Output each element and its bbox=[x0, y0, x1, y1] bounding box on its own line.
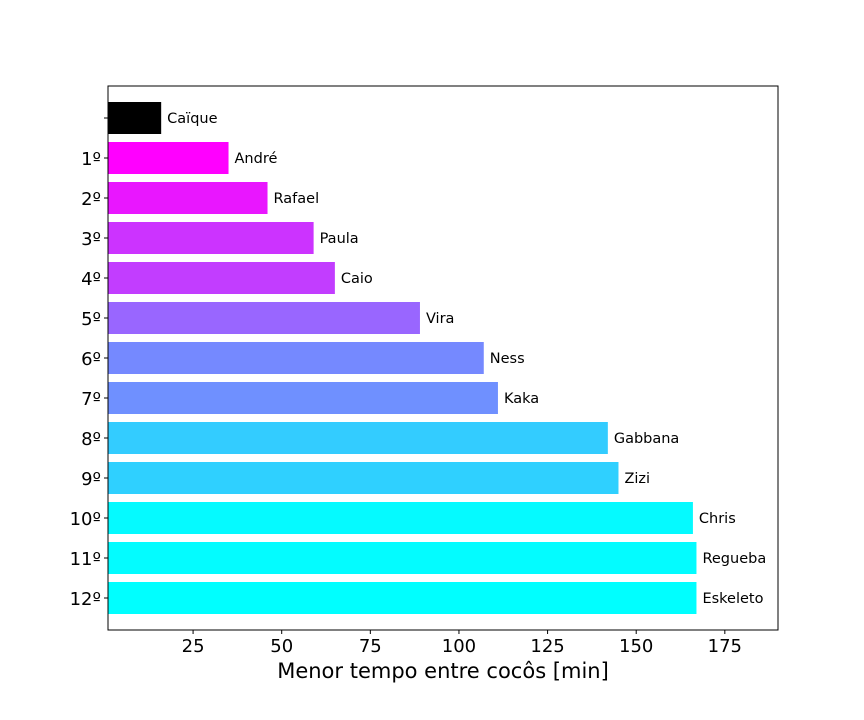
bar-label: Ness bbox=[490, 351, 525, 367]
y-tick-label: 10º bbox=[70, 509, 101, 530]
y-tick-label: 9º bbox=[81, 469, 101, 490]
x-tick-label: 150 bbox=[619, 636, 653, 657]
y-tick-label: 5º bbox=[81, 309, 101, 330]
bar-label: André bbox=[235, 151, 278, 167]
bar bbox=[108, 422, 608, 454]
bar-labels-layer: Caïque André Rafael Paula Caio Vira Ness Kaka Ga… bbox=[167, 111, 766, 607]
bar-label: Zizi bbox=[624, 471, 650, 487]
y-tick-label: 8º bbox=[81, 429, 101, 450]
plot-frame bbox=[107, 85, 779, 631]
bar bbox=[108, 582, 697, 614]
y-axis-ticks: 1º 2º 3º 4º 5º 6º 7º 8º 9º 10º 11º 12º bbox=[70, 117, 108, 610]
bar bbox=[108, 102, 162, 134]
bar-label: Kaka bbox=[504, 391, 539, 407]
bar-label: Caïque bbox=[167, 111, 217, 127]
y-tick-label: 11º bbox=[70, 549, 101, 570]
y-tick-label: 1º bbox=[81, 149, 101, 170]
x-axis-title: Menor tempo entre cocôs [min] bbox=[277, 659, 609, 683]
bar bbox=[108, 262, 335, 294]
bar-label: Caio bbox=[341, 271, 373, 287]
bar bbox=[108, 342, 484, 374]
bar bbox=[108, 382, 498, 414]
y-tick-label: 7º bbox=[81, 389, 101, 410]
y-tick-label: 12º bbox=[70, 589, 101, 610]
y-tick-label: 2º bbox=[81, 189, 101, 210]
x-tick-label: 175 bbox=[708, 636, 742, 657]
bar-label: Gabbana bbox=[614, 431, 680, 447]
bar-label: Vira bbox=[426, 311, 454, 327]
bar bbox=[108, 182, 268, 214]
bar bbox=[108, 142, 229, 174]
x-tick-label: 75 bbox=[359, 636, 382, 657]
bar bbox=[108, 462, 619, 494]
y-tick-label: 6º bbox=[81, 349, 101, 370]
bar bbox=[108, 222, 314, 254]
bar-label: Paula bbox=[320, 231, 359, 247]
bars-layer bbox=[108, 102, 697, 614]
bar-label: Chris bbox=[699, 511, 736, 527]
y-tick-label: 3º bbox=[81, 229, 101, 250]
bar-label: Regueba bbox=[702, 551, 766, 567]
bar bbox=[108, 542, 697, 574]
x-tick-label: 25 bbox=[182, 636, 205, 657]
x-axis-ticks: 25 50 75 100 125 150 175 bbox=[182, 630, 742, 657]
x-tick-label: 100 bbox=[442, 636, 476, 657]
bar bbox=[108, 302, 420, 334]
bar-label: Eskeleto bbox=[702, 591, 763, 607]
y-tick-label: 4º bbox=[81, 269, 101, 290]
bar-label: Rafael bbox=[274, 191, 320, 207]
bar bbox=[108, 502, 693, 534]
x-tick-label: 125 bbox=[530, 636, 564, 657]
x-tick-label: 50 bbox=[270, 636, 293, 657]
